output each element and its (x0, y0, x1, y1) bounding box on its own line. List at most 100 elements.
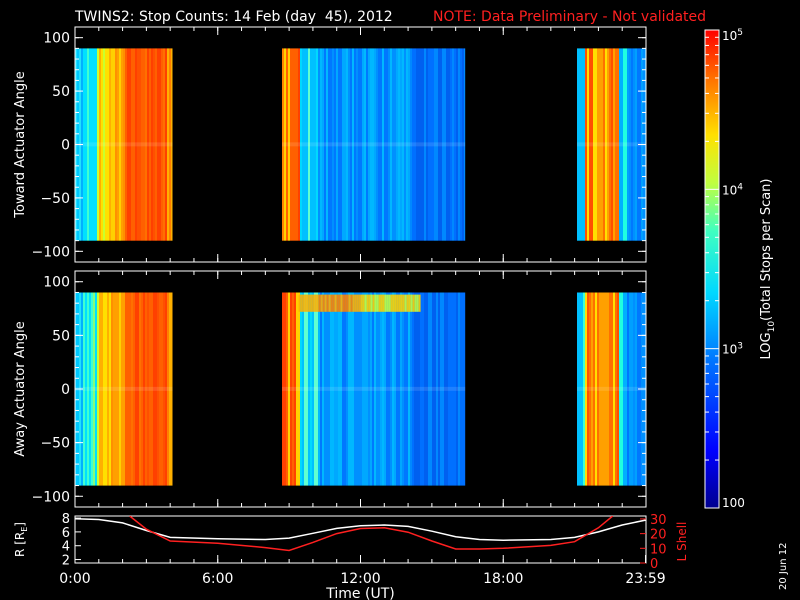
heatmap-column (157, 48, 159, 241)
heatmap-column (294, 48, 296, 241)
away-angle-panel: 100 50 0 −50 −100 Away Actuator Angle (13, 270, 647, 508)
heatmap-column (129, 48, 131, 241)
colorbar-label: LOG10(Total Stops per Scan) (759, 179, 777, 360)
heatmap-column (635, 48, 637, 241)
colorbar-tick-base: 10 (722, 343, 737, 357)
high-count-band (346, 294, 349, 312)
high-count-band (314, 294, 317, 312)
heatmap-column (354, 48, 356, 241)
heatmap-column (384, 292, 386, 486)
heatmap-column (163, 48, 165, 241)
x-tick-label: 0:00 (59, 571, 90, 587)
heatmap-column (629, 48, 631, 241)
heatmap-column (119, 48, 121, 241)
heatmap-column (328, 48, 330, 241)
heatmap-column (627, 48, 629, 241)
high-count-band (320, 294, 323, 312)
high-count-band (326, 294, 329, 312)
heatmap-column (454, 292, 456, 486)
heatmap-column (282, 292, 284, 486)
y-tick-label: 50 (52, 328, 70, 344)
heatmap-column (125, 48, 127, 241)
heatmap-cells (75, 292, 646, 486)
high-count-band (380, 294, 383, 312)
heatmap-column (87, 48, 89, 241)
high-count-band (376, 294, 379, 312)
high-count-band (330, 294, 333, 312)
heatmap-column (372, 292, 374, 486)
y-axis-label: Away Actuator Angle (13, 321, 28, 456)
heatmap-column (607, 48, 609, 241)
heatmap-column (320, 48, 322, 241)
heatmap-column (316, 292, 318, 486)
heatmap-column (304, 292, 306, 486)
heatmap-column (362, 292, 364, 486)
colorbar-tick-label: 103 (722, 342, 743, 357)
high-count-band (364, 294, 367, 312)
heatmap-column (308, 48, 310, 241)
heatmap-column (109, 48, 111, 241)
high-count-band (348, 294, 351, 312)
left-axis-label-end: ] (13, 522, 27, 527)
heatmap-column (428, 48, 430, 241)
heatmap-column (444, 48, 446, 241)
heatmap-column (432, 292, 434, 486)
heatmap-column (376, 292, 378, 486)
heatmap-column (159, 48, 161, 241)
radius-line (75, 518, 646, 541)
heatmap-column (394, 48, 396, 241)
heatmap-column (360, 292, 362, 486)
heatmap-column (422, 292, 424, 486)
heatmap-column (440, 292, 442, 486)
heatmap-column (629, 292, 631, 486)
high-count-band (372, 294, 375, 312)
high-count-band (360, 294, 363, 312)
high-count-band (418, 294, 421, 312)
heatmap-column (460, 292, 462, 486)
heatmap-column (440, 48, 442, 241)
heatmap-column (623, 292, 625, 486)
heatmap-column (157, 292, 159, 486)
high-count-band (408, 294, 411, 312)
heatmap-column (410, 48, 412, 241)
high-count-band (342, 294, 345, 312)
heatmap-column (340, 48, 342, 241)
zero-angle-band (75, 142, 173, 147)
right-y-tick-label: 0 (650, 557, 658, 572)
heatmap-column (316, 48, 318, 241)
heatmap-column (456, 48, 458, 241)
heatmap-column (621, 48, 623, 241)
heatmap-column (85, 48, 87, 241)
chart-title: TWINS2: Stop Counts: 14 Feb (day 45), 20… (74, 9, 393, 25)
heatmap-column (438, 292, 440, 486)
heatmap-column (452, 48, 454, 241)
heatmap-column (117, 48, 119, 241)
high-count-band (302, 294, 305, 312)
heatmap-column (374, 292, 376, 486)
high-count-band (362, 294, 365, 312)
heatmap-column (591, 292, 593, 486)
heatmap-column (599, 48, 601, 241)
heatmap-column (314, 48, 316, 241)
heatmap-column (366, 48, 368, 241)
heatmap-column (147, 292, 149, 486)
heatmap-column (414, 292, 416, 486)
heatmap-column (615, 48, 617, 241)
heatmap-column (386, 292, 388, 486)
heatmap-column (91, 48, 93, 241)
zero-angle-band (577, 386, 646, 391)
colorbar-label-sub: 10 (767, 321, 777, 333)
heatmap-column (286, 292, 288, 486)
heatmap-column (145, 48, 147, 241)
heatmap-column (583, 48, 585, 241)
heatmap-column (404, 292, 406, 486)
heatmap-column (346, 292, 348, 486)
high-count-band (352, 294, 355, 312)
high-count-band (416, 294, 419, 312)
heatmap-column (310, 48, 312, 241)
right-y-tick-label: 10 (650, 542, 667, 557)
high-count-band (378, 294, 381, 312)
heatmap-column (460, 48, 462, 241)
heatmap-column (318, 292, 320, 486)
